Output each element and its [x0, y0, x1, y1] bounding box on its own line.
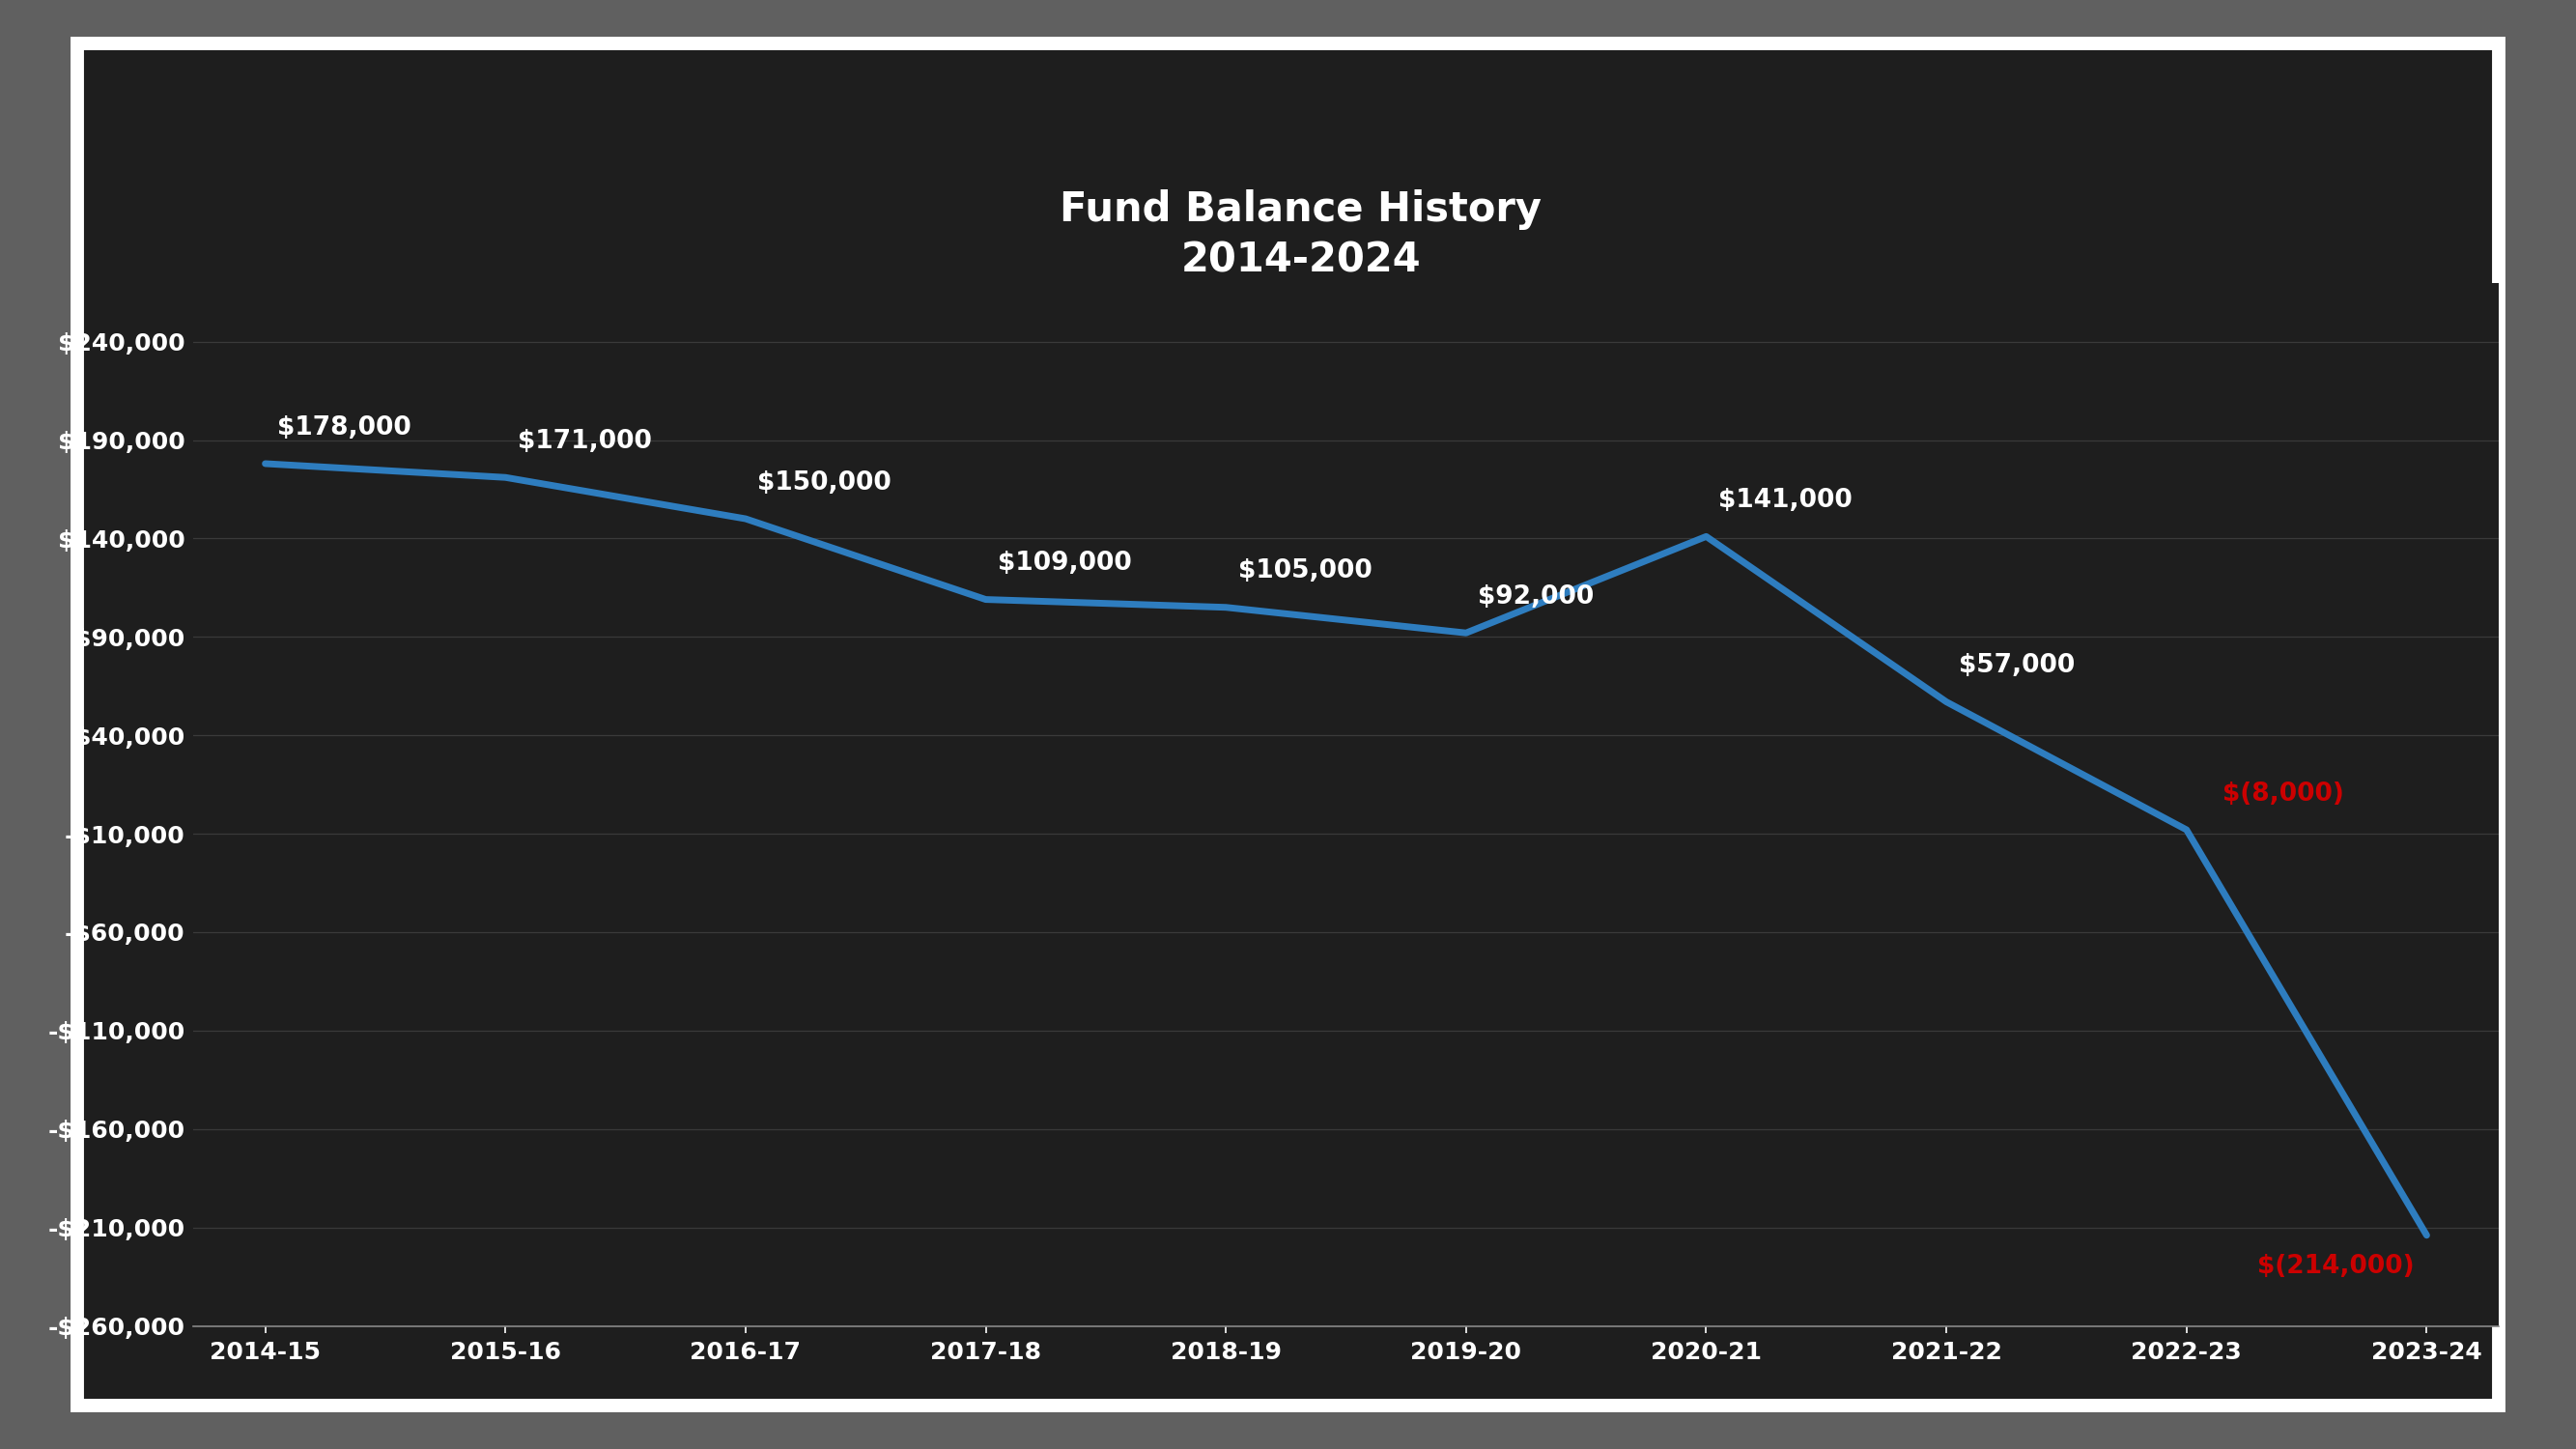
- Text: $109,000: $109,000: [997, 551, 1131, 575]
- Text: $141,000: $141,000: [1718, 488, 1852, 513]
- Text: Fund Balance History: Fund Balance History: [1059, 190, 1543, 230]
- Text: $(214,000): $(214,000): [2257, 1253, 2414, 1278]
- Text: $150,000: $150,000: [757, 469, 891, 496]
- Text: 2014-2024: 2014-2024: [1180, 241, 1422, 281]
- Text: $171,000: $171,000: [518, 429, 652, 454]
- Text: $92,000: $92,000: [1479, 584, 1595, 610]
- Text: $178,000: $178,000: [278, 414, 412, 440]
- Text: $57,000: $57,000: [1958, 653, 2074, 678]
- Text: $105,000: $105,000: [1239, 559, 1373, 584]
- Text: $(8,000): $(8,000): [2223, 781, 2344, 806]
